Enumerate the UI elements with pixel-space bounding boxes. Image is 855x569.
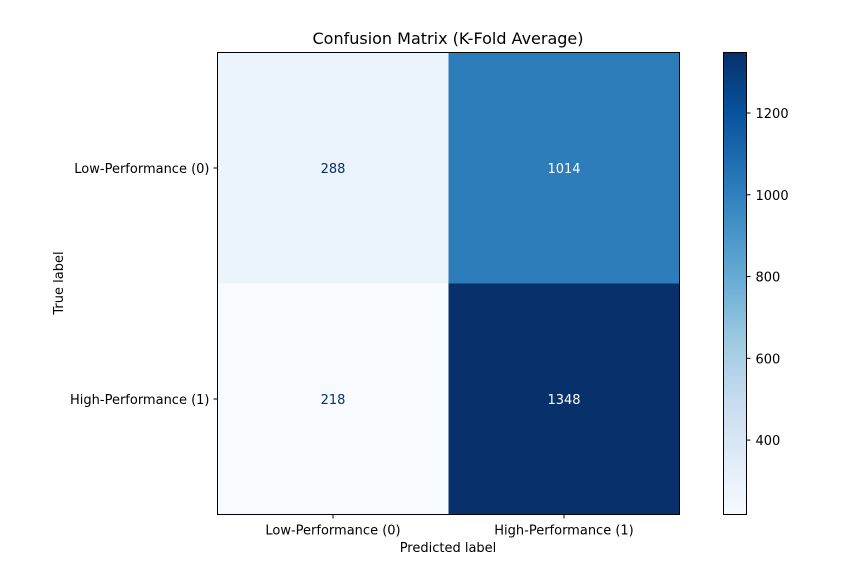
colorbar-tick-label: 400 [756,434,781,449]
cell-value-label: 1348 [547,393,580,408]
plot-frame [217,52,680,515]
colorbar-ticks: 400 600 800 1000 1200 [746,107,789,449]
cell-value-label: 218 [321,393,346,408]
heatmap-cells: 288 1014 218 1348 [217,52,680,515]
heatmap-cell [448,52,680,284]
colorbar [723,52,747,515]
y-tick-label: High-Performance (1) [70,393,210,408]
colorbar-tick-label: 1200 [756,107,789,122]
x-tick-label: Low-Performance (0) [265,524,400,539]
colorbar-tick-label: 1000 [756,189,789,204]
x-tick-label: High-Performance (1) [494,524,634,539]
y-axis-label: True label [52,251,67,315]
x-axis-ticks: Low-Performance (0) High-Performance (1) [265,514,634,539]
heatmap-cell [217,283,449,515]
heatmap-cell [217,52,449,284]
heatmap-cell [448,283,680,515]
y-axis-ticks: Low-Performance (0) High-Performance (1) [70,162,218,408]
cell-value-label: 288 [321,162,346,177]
colorbar-tick-label: 800 [756,271,781,286]
chart-title: Confusion Matrix (K-Fold Average) [312,29,583,48]
y-tick-label: Low-Performance (0) [74,162,209,177]
cell-value-label: 1014 [547,162,580,177]
colorbar-tick-label: 600 [756,352,781,367]
x-axis-label: Predicted label [400,541,497,556]
